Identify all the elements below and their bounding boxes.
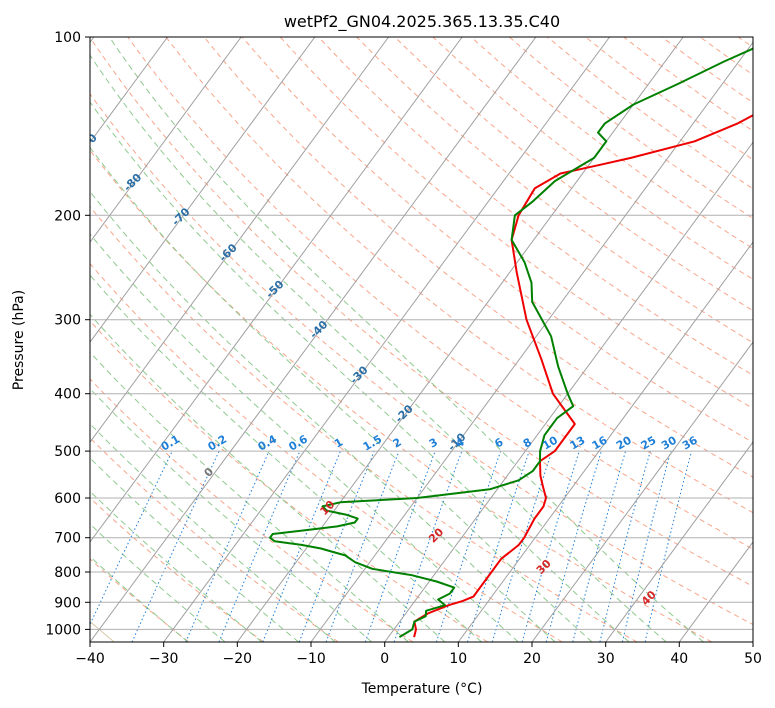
y-tick-label: 600 (54, 491, 81, 507)
dry-adiabat-line (318, 37, 753, 376)
x-tick-label: −10 (296, 651, 326, 667)
moist-adiabat-line (90, 490, 263, 642)
y-tick-label: 800 (54, 565, 81, 581)
isotherm-gridline (90, 37, 169, 144)
moist-adiabat-line (108, 37, 704, 642)
x-tick-label: 50 (744, 651, 762, 667)
moist-adiabats (90, 37, 704, 642)
isotherm-gridline (236, 37, 684, 642)
mixing-ratio-line (491, 450, 553, 642)
dry-adiabat-line (90, 378, 414, 642)
moist-adiabat-line (90, 388, 373, 642)
y-tick-label: 900 (54, 595, 81, 611)
isotherm-gridline (163, 37, 611, 642)
y-tick-label: 700 (54, 531, 81, 547)
isotherm-gridline (90, 37, 316, 343)
mixing-ratio-line (545, 450, 602, 642)
series-group (269, 47, 753, 638)
dewpoint-profile-line (269, 47, 753, 638)
isotherm-gridline (384, 141, 753, 642)
moist-adiabat-line (90, 313, 446, 642)
mixing-ratio-line (262, 450, 341, 642)
isotherm-gridline (90, 37, 537, 642)
y-axis-label: Pressure (hPa) (11, 290, 27, 390)
moist-adiabat-line (90, 523, 226, 642)
isotherm-gridline (531, 341, 753, 642)
y-axis: 100 200 300 400 500 600 700 800 900 1000 (45, 30, 90, 638)
moist-adiabat-line (90, 54, 667, 642)
mixing-ratio-line (364, 450, 436, 642)
x-tick-label: −40 (75, 651, 105, 667)
mixing-ratio-line (325, 450, 400, 642)
plot-area: -100-90-80-70-60-50-40-30-20-100.10.20.4… (77, 37, 753, 642)
mixing-ratio-line (621, 450, 672, 642)
y-tick-label: 400 (54, 387, 81, 403)
moist-adiabat-line (90, 423, 336, 642)
x-tick-label: 30 (597, 651, 615, 667)
y-tick-label: 100 (54, 30, 81, 46)
x-axis-label: Temperature (°C) (361, 681, 483, 697)
moist-adiabat-line (90, 351, 409, 642)
plot-frame (89, 36, 754, 643)
mixing-ratio-line (435, 450, 502, 642)
moist-adiabat-line (90, 101, 630, 642)
isotherm-gridline (605, 441, 753, 642)
dry-adiabat-line (90, 93, 753, 626)
x-tick-label: 40 (670, 651, 688, 667)
y-tick-label: 300 (54, 313, 81, 329)
mixing-ratio-line (218, 450, 301, 642)
x-tick-label: −20 (223, 651, 253, 667)
isotherm-gridline (457, 241, 753, 642)
mixing-ratio-line (599, 450, 651, 642)
dry-adiabat-line (241, 37, 753, 444)
dry-adiabat-line (90, 37, 753, 587)
dry-adiabat-line (90, 558, 190, 642)
isotherm-gridline (90, 37, 390, 443)
x-tick-label: 10 (449, 651, 467, 667)
mixing-ratio-line (185, 450, 270, 642)
y-tick-label: 500 (54, 444, 81, 460)
mixing-ratio-line (572, 450, 627, 642)
y-tick-label: 1000 (45, 622, 81, 638)
chart-title: wetPf2_GN04.2025.365.13.35.C40 (284, 12, 560, 32)
dry-adiabat-line (356, 37, 753, 344)
isotherm-gridline (90, 37, 463, 543)
y-tick-label: 200 (54, 208, 81, 224)
moist-adiabat-line (90, 555, 189, 642)
moist-adiabat-line (90, 457, 299, 642)
moist-adiabat-line (90, 146, 593, 642)
x-tick-label: −30 (149, 651, 179, 667)
x-axis: −40 −30 −20 −10 0 10 20 30 40 50 (75, 642, 762, 667)
dry-adiabat-line (90, 205, 638, 642)
mixing-ratio-line (467, 450, 530, 642)
isotherm-label: -90 (77, 131, 100, 154)
isotherm-grid (90, 37, 753, 642)
moist-adiabat-line (90, 190, 556, 642)
dry-adiabat-line (165, 37, 753, 514)
mixing-ratio-line (298, 450, 375, 642)
isotherm-gridline (90, 37, 242, 243)
mixing-ratio-lines (90, 450, 693, 642)
mixing-ratio-line (521, 450, 580, 642)
x-tick-label: 20 (523, 651, 541, 667)
dry-adiabat-line (90, 149, 712, 642)
x-tick-label: 0 (380, 651, 389, 667)
dry-adiabat-line (90, 262, 563, 642)
